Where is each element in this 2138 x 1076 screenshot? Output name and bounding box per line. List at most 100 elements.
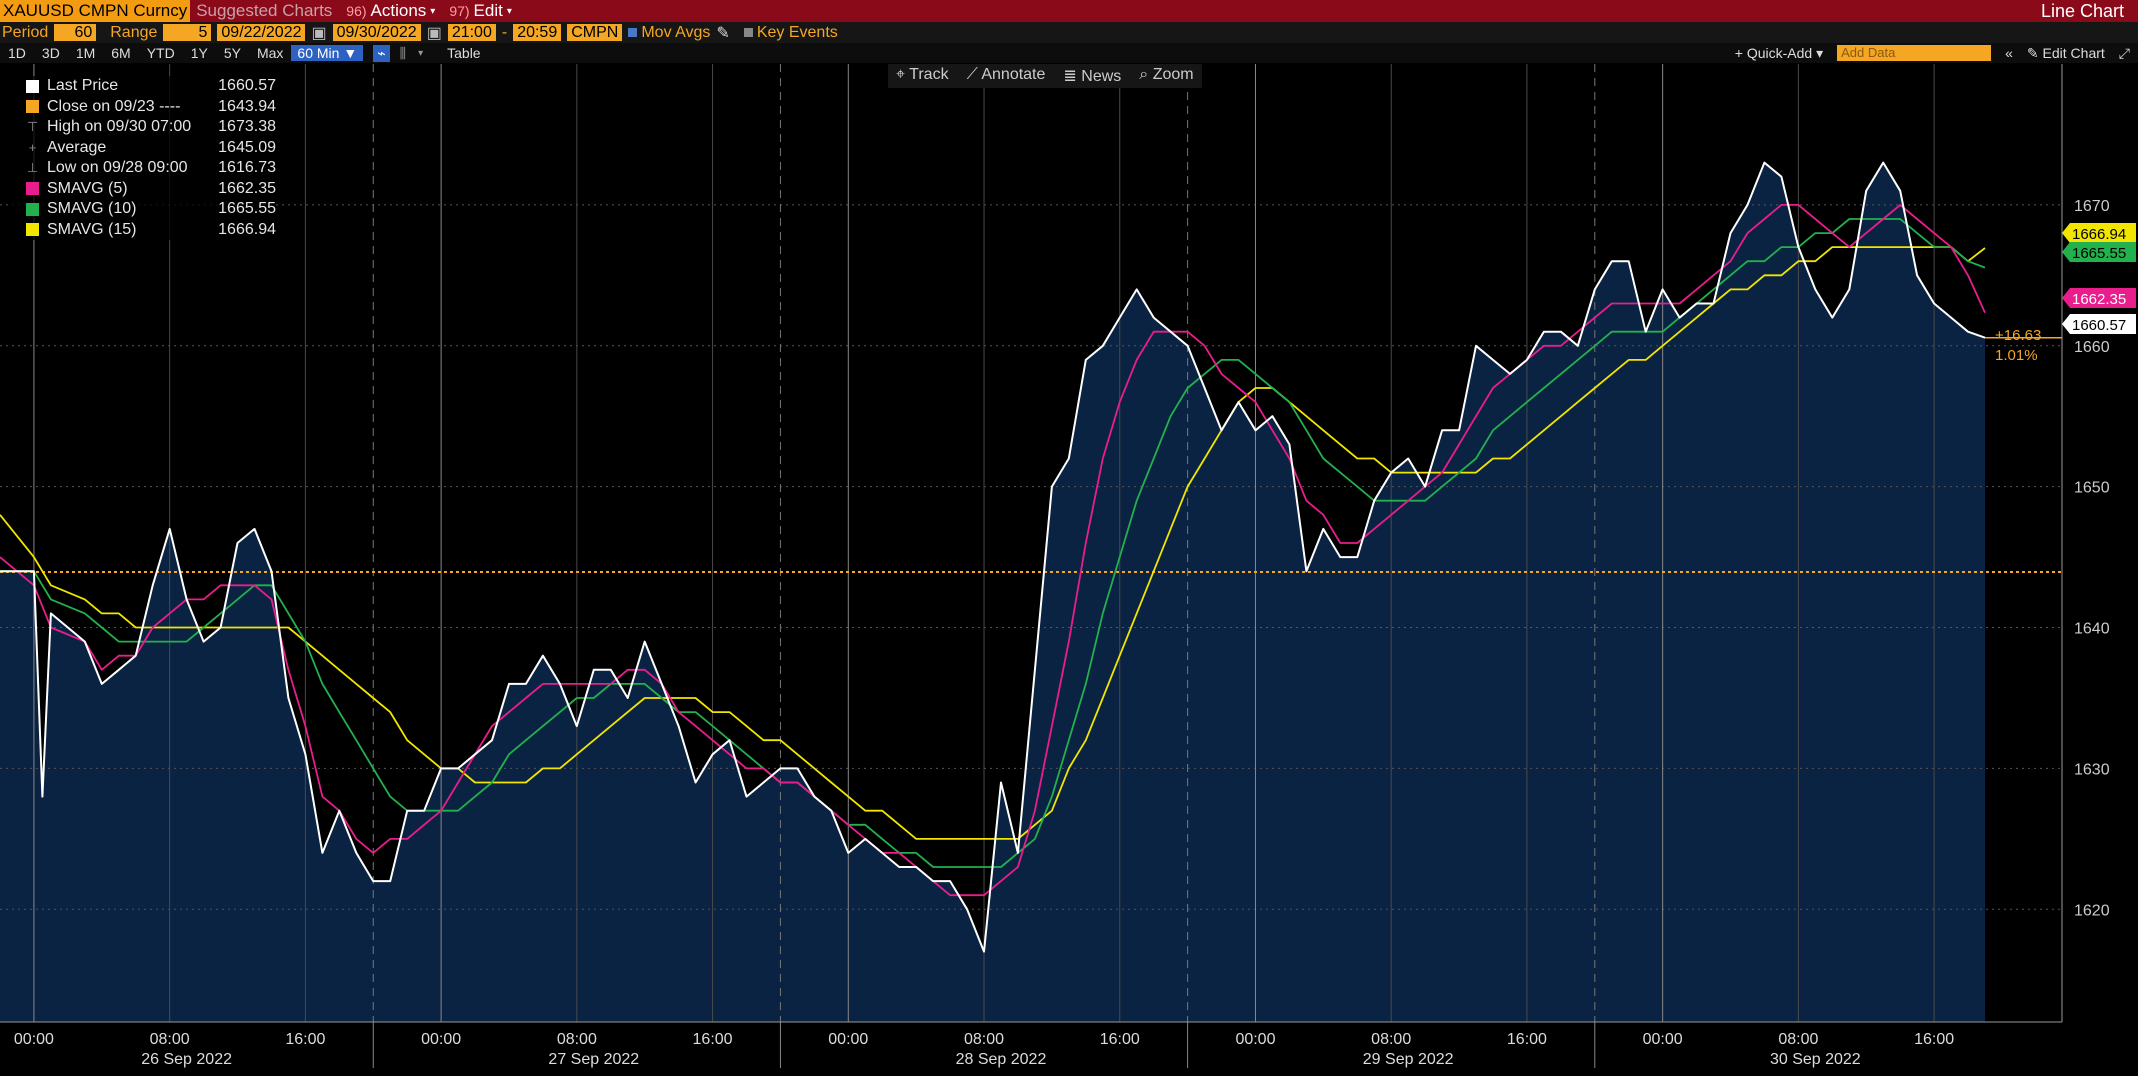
zoom-tool[interactable]: ⌕ Zoom (1139, 66, 1193, 86)
legend-value: 1643.94 (218, 97, 276, 115)
edit-label: Edit (473, 1, 503, 20)
y-tick-label: 1660 (2074, 339, 2110, 356)
series-line-smavg-10- (0, 218, 1986, 868)
timeframe-6m[interactable]: 6M (111, 45, 131, 61)
timeframe-max[interactable]: Max (256, 45, 284, 61)
zoom-label: Zoom (1152, 66, 1194, 83)
range-label: Range (110, 23, 158, 41)
dash: - (501, 23, 508, 41)
x-tick-label: 08:00 (150, 1031, 190, 1048)
news-tool[interactable]: ≣ News (1063, 66, 1121, 86)
timeframe-1m[interactable]: 1M (75, 45, 96, 61)
legend-value: 1673.38 (218, 118, 276, 135)
timeframe-1y[interactable]: 1Y (190, 45, 208, 61)
value-tag-label: 1660.57 (2072, 317, 2126, 334)
timeframe-ytd[interactable]: YTD (146, 45, 175, 61)
edit-menu[interactable]: 97) Edit ▾ (449, 1, 512, 21)
day-label: 30 Sep 2022 (1770, 1051, 1861, 1068)
legend-value: 1665.55 (218, 200, 276, 217)
series-line-smavg-5- (0, 203, 1986, 897)
legend-item[interactable]: SMAVG (10) 1665.55 (8, 199, 276, 220)
actions-menu[interactable]: 96) Actions ▾ (346, 1, 435, 21)
key-events-toggle[interactable]: Key Events (743, 24, 838, 42)
value-tag-label: 1662.35 (2072, 291, 2126, 308)
timeframe-1d[interactable]: 1D (8, 45, 26, 61)
annotate-label: Annotate (981, 66, 1046, 83)
timeframe-3d[interactable]: 3D (41, 45, 60, 61)
start-date-input[interactable]: 09/22/2022 (217, 24, 306, 41)
table-button[interactable]: Table (447, 45, 481, 61)
end-time-input[interactable]: 20:59 (513, 24, 562, 41)
period-input[interactable]: 60 (54, 24, 97, 41)
range-input[interactable]: 5 (163, 24, 212, 41)
pencil-icon: ⟋ (966, 66, 982, 83)
legend-value: 1666.94 (218, 220, 276, 238)
price-area-fill (0, 162, 1985, 1023)
toolbar-right: + Quick-Add ▾ Add Data « ✎ Edit Chart ⤢ (1735, 45, 2130, 62)
legend-label: Low on 09/28 09:00 (47, 159, 188, 176)
legend-swatch (26, 202, 39, 216)
y-tick-label: 1670 (2074, 198, 2110, 215)
value-tag-label: 1665.55 (2072, 245, 2126, 262)
magnifier-icon: ⌕ (1139, 66, 1153, 83)
timeframe-5y[interactable]: 5Y (223, 45, 241, 61)
legend-swatch (26, 182, 39, 196)
calendar-icon[interactable]: ▣ (426, 24, 442, 42)
controls-bar: Period 60 Range 5 09/22/2022 ▣ 09/30/202… (0, 22, 2138, 43)
edit-hotkey: 97) (449, 3, 470, 19)
calendar-icon[interactable]: ▣ (311, 24, 327, 42)
legend-swatch (26, 100, 39, 114)
crosshair-icon: ⌖ (896, 66, 910, 83)
legend-label: SMAVG (10) (47, 200, 137, 217)
interval-select[interactable]: 60 Min ▼ (291, 45, 364, 61)
legend-glyph-icon: ⊤ (26, 119, 39, 134)
series-line-last-price (0, 161, 1986, 953)
title-bar: XAUUSD CMPN Curncy Suggested Charts 96) … (0, 0, 2138, 22)
annotate-tool[interactable]: ⟋ Annotate (967, 66, 1046, 86)
day-label: 26 Sep 2022 (141, 1051, 232, 1068)
legend-swatch (26, 79, 39, 93)
legend-item[interactable]: Last Price 1660.57 (8, 76, 276, 97)
legend-label: Close on 09/23 ---- (47, 97, 181, 115)
day-label: 28 Sep 2022 (956, 1051, 1047, 1068)
chevron-down-icon[interactable]: ▾ (418, 47, 424, 59)
legend-item[interactable]: SMAVG (15) 1666.94 (8, 220, 276, 241)
start-time-input[interactable]: 21:00 (447, 24, 496, 41)
source-input[interactable]: CMPN (567, 24, 623, 41)
line-chart-icon[interactable]: ⌁ (373, 44, 390, 62)
legend-item[interactable]: Close on 09/23 ---- 1643.94 (8, 97, 276, 118)
ticker-field[interactable]: XAUUSD CMPN Curncy (0, 0, 191, 22)
series-line-smavg-15- (0, 246, 1986, 840)
period-label: Period (2, 23, 49, 41)
x-tick-label: 08:00 (1371, 1031, 1411, 1048)
suggested-charts-link[interactable]: Suggested Charts (196, 1, 333, 20)
expand-icon[interactable]: ⤢ (2118, 44, 2130, 61)
pencil-icon[interactable]: ✎ (716, 24, 730, 42)
day-label: 27 Sep 2022 (548, 1051, 639, 1068)
value-tag-bg (2062, 223, 2136, 243)
actions-hotkey: 96) (346, 3, 367, 19)
candle-chart-icon[interactable]: ⫼ (399, 44, 407, 61)
y-tick-label: 1640 (2074, 621, 2110, 638)
legend-value: 1662.35 (218, 179, 276, 197)
legend-item[interactable]: SMAVG (5) 1662.35 (8, 179, 276, 200)
quick-add-button[interactable]: + Quick-Add ▾ (1734, 44, 1824, 61)
edit-chart-button[interactable]: ✎ Edit Chart (2027, 45, 2105, 62)
legend-item[interactable]: ⊤ High on 09/30 07:00 1673.38 (8, 117, 276, 138)
track-tool[interactable]: ⌖ Track (896, 66, 949, 86)
collapse-icon[interactable]: « (2005, 45, 2013, 61)
end-date-input[interactable]: 09/30/2022 (332, 24, 421, 41)
legend-item[interactable]: ⊥ Low on 09/28 09:00 1616.73 (8, 158, 276, 179)
y-tick-label: 1630 (2074, 761, 2110, 778)
timeframe-buttons: 1D 3D 1M 6M YTD 1Y 5Y Max (0, 45, 291, 61)
value-tag-label: 1666.94 (2072, 226, 2126, 243)
legend-item[interactable]: + Average 1645.09 (8, 138, 276, 159)
mov-avgs-toggle[interactable]: Mov Avgs (628, 24, 710, 42)
x-tick-label: 16:00 (1100, 1031, 1140, 1048)
value-tag-bg (2062, 314, 2136, 334)
x-tick-label: 00:00 (1235, 1031, 1275, 1048)
chart-type-label[interactable]: Line Chart (2040, 1, 2124, 21)
y-tick-label: 1650 (2074, 480, 2110, 497)
add-data-input[interactable]: Add Data (1837, 45, 1992, 61)
